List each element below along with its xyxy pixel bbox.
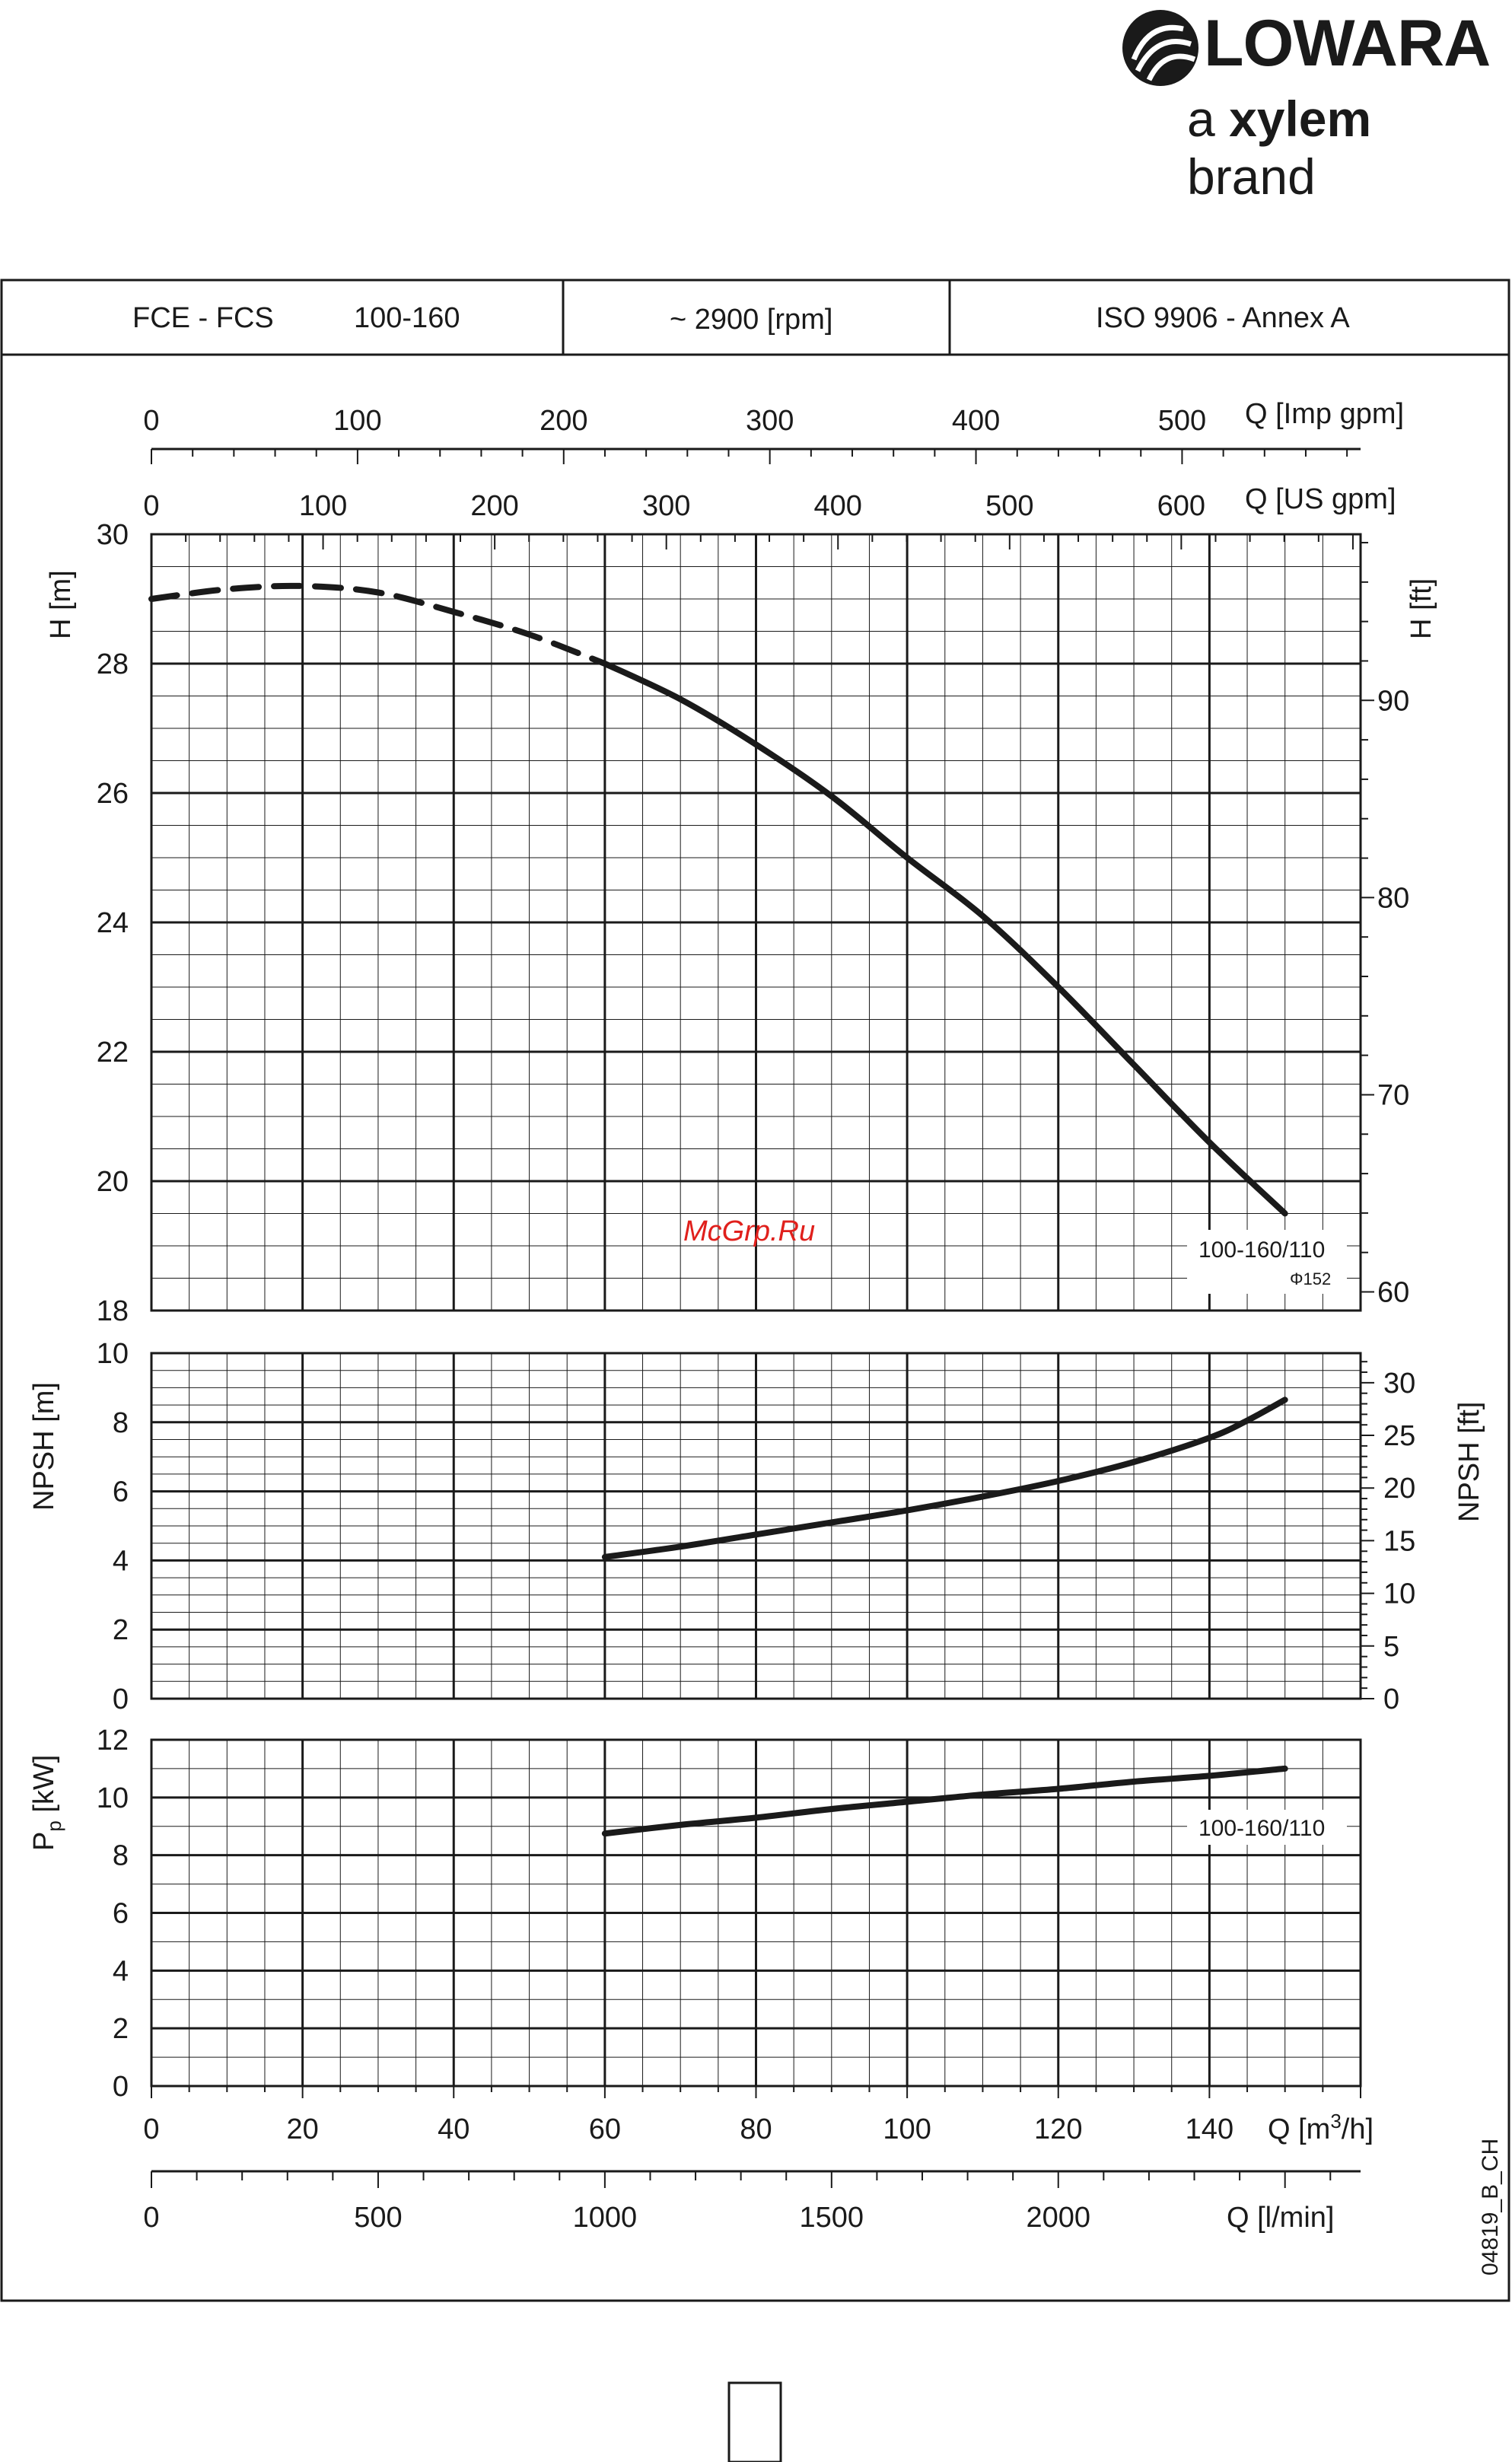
- npsh-left-tick-label: 4: [113, 1545, 129, 1577]
- flow-lmin-tick-label: 2000: [1026, 2202, 1090, 2234]
- head-left-tick-label: 30: [97, 519, 129, 551]
- head-curve-label-bg: [1187, 1230, 1347, 1294]
- head-ft-tick-label: 80: [1377, 882, 1409, 914]
- npsh-ft-tick-label: 25: [1383, 1420, 1415, 1452]
- us-gpm-tick-label: 400: [814, 490, 862, 522]
- npsh-left-tick-label: 8: [113, 1407, 129, 1439]
- us-gpm-axis-label: Q [US gpm]: [1245, 483, 1396, 515]
- npsh-m-axis-label: NPSH [m]: [28, 1382, 60, 1511]
- imp-gpm-tick-label: 500: [1158, 405, 1206, 437]
- head-curve-model-label: 100-160/110: [1198, 1237, 1325, 1263]
- flow-lmin-tick-label: 0: [143, 2202, 159, 2234]
- imp-gpm-tick-label: 300: [746, 405, 794, 437]
- tagline-prefix: a: [1187, 91, 1215, 147]
- imp-gpm-tick-label: 400: [952, 405, 1000, 437]
- npsh-curve: [601, 1397, 1288, 1560]
- npsh-left-tick-label: 2: [113, 1614, 129, 1646]
- head-left-tick-label: 18: [97, 1295, 129, 1327]
- us-gpm-tick-label: 200: [470, 490, 518, 522]
- header-size: 100-160: [354, 302, 460, 334]
- power-left-tick-label: 8: [113, 1840, 129, 1872]
- drawing-code: 04819_B_CH: [1478, 2139, 1503, 2276]
- npsh-ft-tick-label: 20: [1383, 1473, 1415, 1505]
- imp-gpm-tick-label: 100: [333, 405, 381, 437]
- power-curve: [601, 1765, 1288, 1837]
- power-left-tick-label: 10: [97, 1782, 129, 1814]
- flow-lmin-tick-label: 500: [354, 2202, 402, 2234]
- us-gpm-tick-label: 0: [143, 490, 159, 522]
- header-model: FCE - FCS: [132, 302, 274, 334]
- flow-m3h-tick-label: 80: [740, 2113, 772, 2145]
- head-ft-tick-label: 60: [1377, 1277, 1409, 1309]
- chart-frame: [0, 279, 1510, 2302]
- head-curve-dashed: [148, 582, 608, 667]
- power-left-tick-label: 4: [113, 1955, 129, 1987]
- brand-tagline: a xylem brand: [1187, 90, 1512, 205]
- power-left-tick-label: 0: [113, 2071, 129, 2103]
- npsh-ft-axis-label: NPSH [ft]: [1453, 1402, 1485, 1522]
- flow-lmin-tick-label: 1000: [573, 2202, 638, 2234]
- power-curve-label-bg: [1187, 1810, 1347, 1845]
- flow-m3h-tick-label: 40: [438, 2113, 470, 2145]
- tagline-suffix: brand: [1187, 148, 1316, 205]
- head-curve-diameter-label: Φ152: [1290, 1269, 1331, 1288]
- flow-m3h-tick-label: 120: [1034, 2113, 1082, 2145]
- flow-lmin-tick-label: 1500: [800, 2202, 864, 2234]
- npsh-left-tick-label: 6: [113, 1476, 129, 1508]
- head-left-tick-label: 26: [97, 778, 129, 810]
- npsh-ft-tick-label: 15: [1383, 1525, 1415, 1557]
- us-gpm-tick-label: 500: [985, 490, 1033, 522]
- head-m-axis-label: H [m]: [45, 570, 77, 639]
- head-ft-axis-label: H [ft]: [1405, 578, 1437, 639]
- flow-m3h-tick-label: 0: [143, 2113, 159, 2145]
- flow-m3h-tick-label: 100: [883, 2113, 931, 2145]
- header-standard: ISO 9906 - Annex A: [1096, 302, 1350, 334]
- flow-lmin-axis-label: Q [l/min]: [1227, 2202, 1334, 2234]
- npsh-ft-tick-label: 5: [1383, 1631, 1399, 1663]
- npsh-left-tick-label: 10: [97, 1338, 129, 1370]
- npsh-ft-tick-label: 30: [1383, 1368, 1415, 1400]
- power-curve-model-label: 100-160/110: [1198, 1816, 1325, 1841]
- flow-m3h-axis-label: Q [m3/h]: [1268, 2110, 1374, 2145]
- header-speed: ~ 2900 [rpm]: [670, 304, 832, 336]
- head-left-tick-label: 20: [97, 1166, 129, 1198]
- imp-gpm-tick-label: 0: [143, 405, 159, 437]
- imp-gpm-axis-label: Q [Imp gpm]: [1245, 398, 1404, 430]
- lowara-logo: LOWARA a xylem brand: [1096, 0, 1512, 205]
- power-left-tick-label: 12: [97, 1725, 129, 1757]
- head-ft-tick-label: 70: [1377, 1079, 1409, 1111]
- tagline-xylem: xylem: [1229, 91, 1372, 147]
- flow-m3h-tick-label: 60: [589, 2113, 621, 2145]
- head-left-tick-label: 24: [97, 907, 129, 939]
- power-axis-label: Pp [kW]: [28, 1755, 65, 1851]
- npsh-plot-border: [150, 1352, 1362, 1700]
- us-gpm-tick-label: 300: [642, 490, 690, 522]
- power-left-tick-label: 2: [113, 2013, 129, 2045]
- brand-name: LOWARA: [1204, 7, 1491, 80]
- watermark: McGrp.Ru: [683, 1215, 815, 1247]
- power-left-tick-label: 6: [113, 1898, 129, 1930]
- lowara-swirl-icon: [1122, 10, 1198, 86]
- us-gpm-tick-label: 600: [1157, 490, 1205, 522]
- head-left-tick-label: 28: [97, 648, 129, 680]
- head-left-tick-label: 22: [97, 1037, 129, 1069]
- npsh-ft-tick-label: 10: [1383, 1578, 1415, 1610]
- flow-m3h-tick-label: 20: [286, 2113, 318, 2145]
- head-curve-solid: [601, 661, 1288, 1217]
- us-gpm-tick-label: 100: [299, 490, 347, 522]
- npsh-left-tick-label: 0: [113, 1683, 129, 1715]
- imp-gpm-tick-label: 200: [540, 405, 587, 437]
- npsh-ft-tick-label: 0: [1383, 1683, 1399, 1715]
- flow-m3h-tick-label: 140: [1186, 2113, 1233, 2145]
- head-ft-tick-label: 90: [1377, 685, 1409, 717]
